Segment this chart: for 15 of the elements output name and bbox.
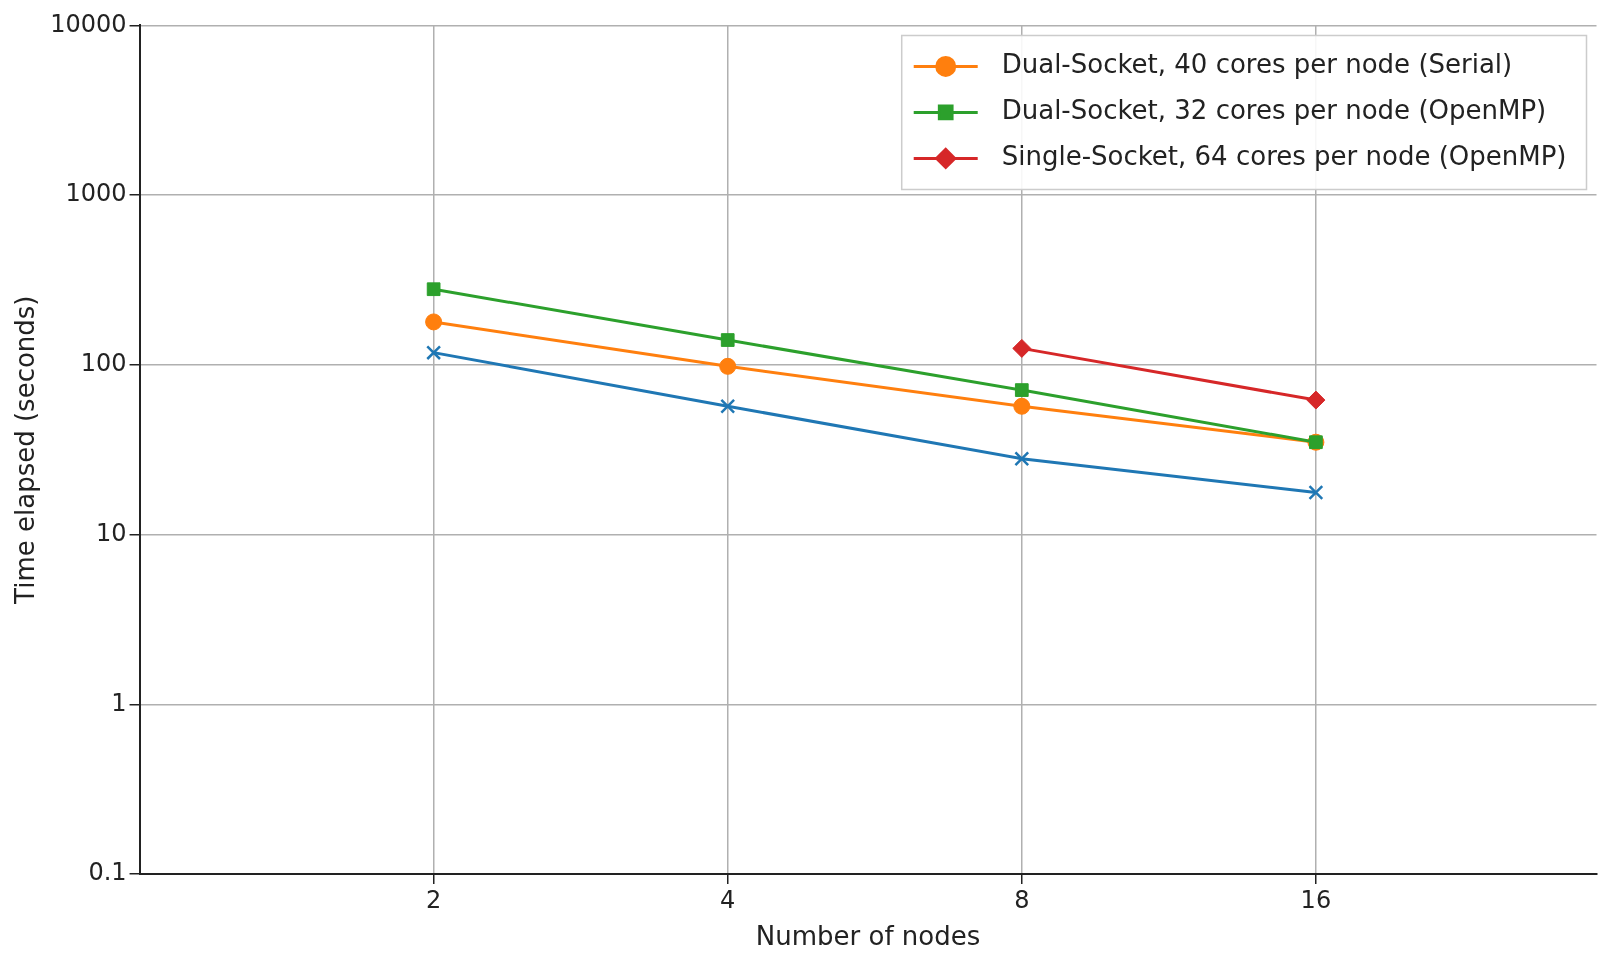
y-tick-label: 0.1 <box>88 858 127 887</box>
x-tick-label: 8 <box>1014 885 1030 914</box>
x-tick-label: 4 <box>720 885 736 914</box>
y-tick-label: 100 <box>80 349 127 378</box>
y-tick-label: 10000 <box>50 9 127 38</box>
legend-label: Dual-Socket, 32 cores per node (OpenMP) <box>1001 95 1547 126</box>
y-axis-title: Time elapsed (seconds) <box>10 295 41 605</box>
y-tick-label: 1000 <box>65 179 127 208</box>
legend-label: Single-Socket, 64 cores per node (OpenMP) <box>1001 141 1567 172</box>
x-tick-label: 2 <box>425 885 442 914</box>
y-tick-label: 1 <box>111 688 127 717</box>
x-axis-title: Number of nodes <box>755 921 981 952</box>
x-tick-label: 16 <box>1300 885 1332 914</box>
y-tick-label: 10 <box>96 518 127 547</box>
legend-label: Dual-Socket, 40 cores per node (Serial) <box>1001 49 1513 80</box>
